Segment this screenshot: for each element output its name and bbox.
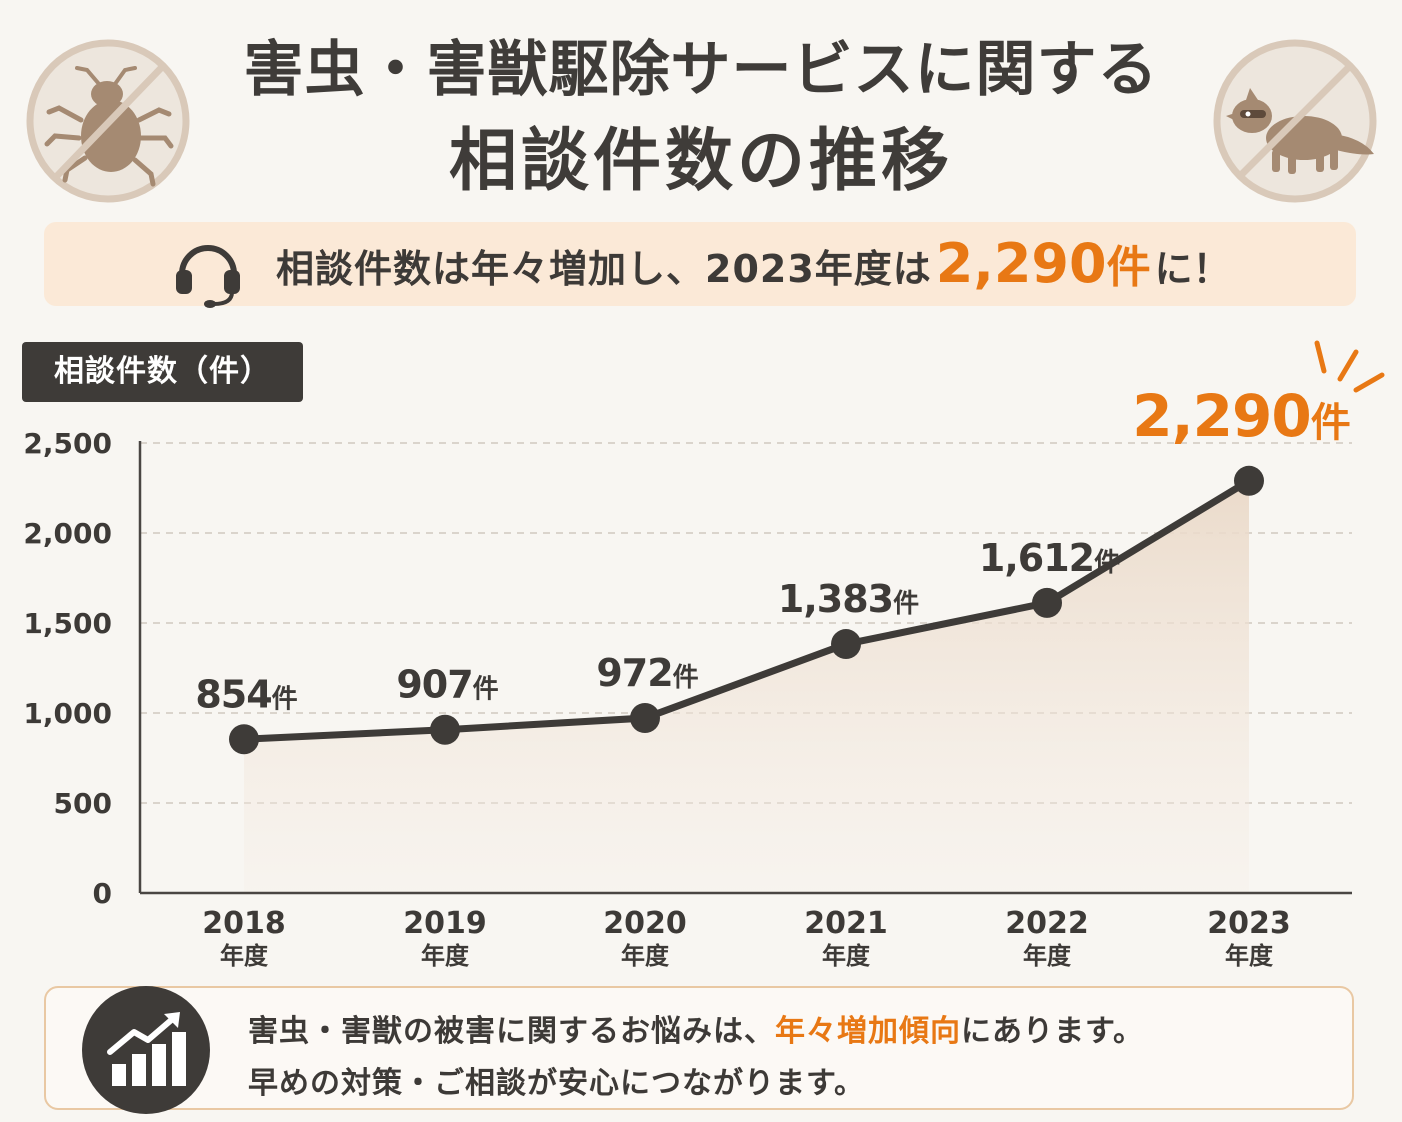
x-tick-suffix: 年度 (621, 942, 670, 970)
highlight-burst-icon (1314, 340, 1385, 393)
no-bug-icon (26, 39, 190, 203)
data-label-highlight: 2,290件 (1132, 382, 1349, 450)
title-line-2: 相談件数の推移 (448, 122, 953, 201)
title-line-1: 害虫・害獣駆除サービスに関する (243, 35, 1159, 105)
data-point (229, 724, 259, 755)
banner-text: 相談件数は年々増加し、2023年度は (276, 247, 932, 291)
data-label: 1,612件 (979, 536, 1120, 580)
data-label: 972件 (596, 651, 698, 695)
x-tick-suffix: 年度 (822, 942, 871, 970)
summary-banner: 相談件数は年々増加し、2023年度は 2,290 件 に！ (44, 222, 1356, 308)
footer-text-1: 害虫・害獣の被害に関するお悩みは、 (248, 1014, 775, 1049)
x-tick-label: 2019 (403, 906, 487, 941)
headset-icon (176, 245, 240, 308)
data-point (831, 629, 861, 660)
footer-text-2: 早めの対策・ご相談が安心につながります。 (248, 1066, 865, 1101)
no-raccoon-icon (1213, 39, 1377, 203)
footer-note: 害虫・害獣の被害に関するお悩みは、年々増加傾向にあります。 早めの対策・ご相談が… (44, 986, 1354, 1114)
x-tick-suffix: 年度 (421, 942, 470, 970)
y-tick-label: 1,500 (23, 607, 112, 640)
x-tick-suffix: 年度 (1225, 942, 1274, 970)
chart-area-fill (244, 480, 1249, 893)
banner-highlight-unit: 件 (1106, 242, 1151, 293)
data-point (1032, 587, 1062, 618)
x-tick-suffix: 年度 (1023, 942, 1072, 970)
y-axis-label: 相談件数（件） (22, 342, 303, 402)
x-tick-suffix: 年度 (220, 942, 269, 970)
footer-highlight: 年々増加傾向 (775, 1014, 961, 1049)
chart-growth-icon (82, 986, 210, 1114)
data-point (430, 714, 460, 745)
x-tick-label: 2021 (804, 906, 888, 941)
footer-text-1-end: にあります。 (961, 1014, 1144, 1049)
banner-text-end: に！ (1154, 247, 1231, 291)
y-tick-label: 2,000 (23, 517, 112, 550)
banner-highlight-number: 2,290 (935, 232, 1107, 295)
data-label: 1,383件 (778, 577, 919, 621)
y-tick-label: 2,500 (23, 427, 112, 460)
x-tick-label: 2023 (1207, 906, 1291, 941)
data-point (630, 703, 660, 734)
y-tick-label: 1,000 (23, 697, 112, 730)
x-tick-label: 2020 (603, 906, 687, 941)
data-point (1234, 465, 1264, 496)
y-tick-label: 0 (93, 877, 112, 910)
x-tick-label: 2018 (202, 906, 286, 941)
y-tick-label: 500 (54, 787, 112, 820)
x-tick-label: 2022 (1005, 906, 1089, 941)
data-label: 907件 (396, 663, 498, 707)
chart-series-line (240, 477, 1253, 743)
data-label: 854件 (195, 672, 297, 716)
